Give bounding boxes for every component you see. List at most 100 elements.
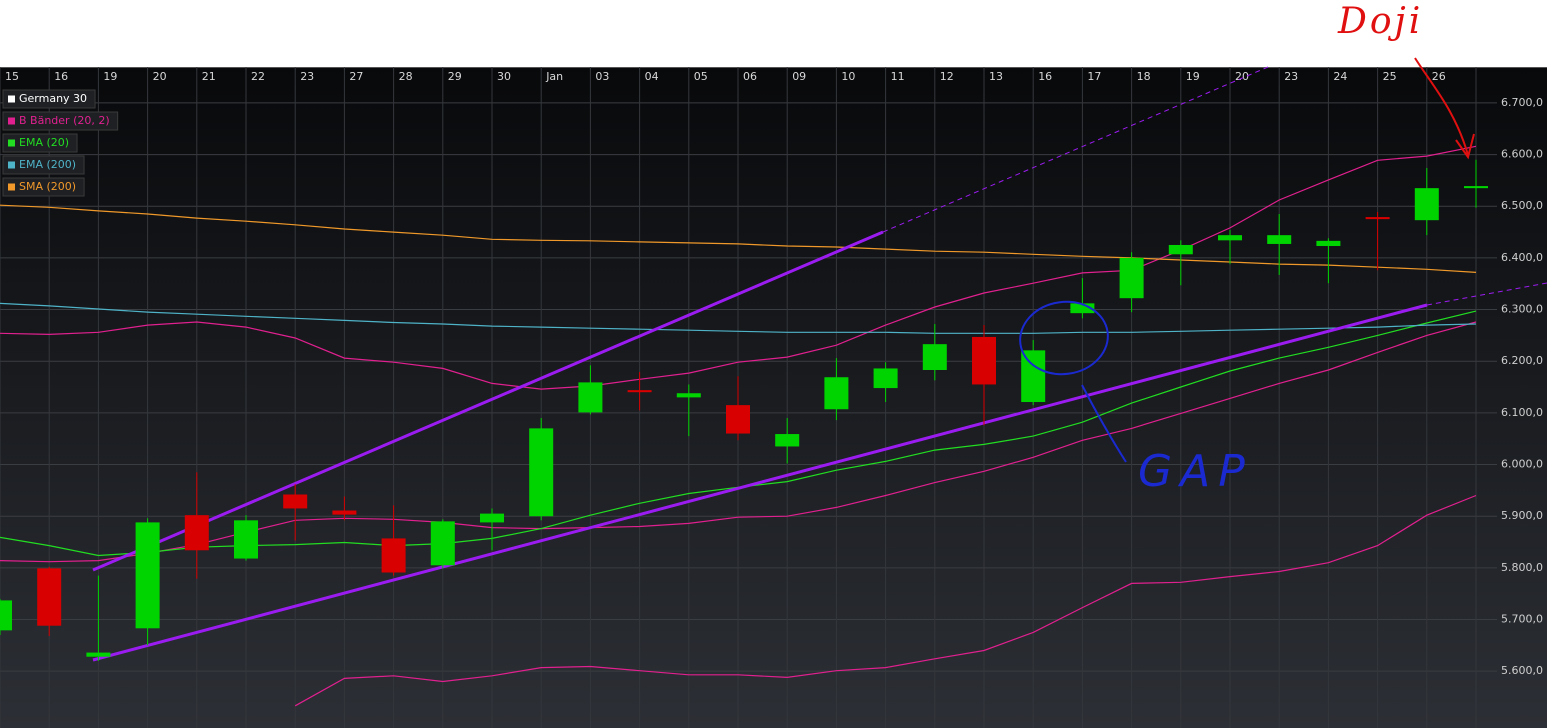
x-tick-label: 28	[399, 70, 413, 83]
x-tick-label: 09	[792, 70, 806, 83]
x-tick-label: 19	[103, 70, 117, 83]
x-tick-label: 26	[1432, 70, 1446, 83]
candle-body	[1021, 350, 1046, 403]
upper-trend-extension	[882, 66, 1269, 233]
upper-trend-line	[92, 230, 884, 572]
x-tick-label: 04	[645, 70, 659, 83]
x-tick-label: 27	[349, 70, 363, 83]
candle-body	[332, 510, 357, 515]
x-tick-label: 16	[1038, 70, 1052, 83]
legend-swatch	[8, 183, 15, 191]
x-tick-label: 24	[1333, 70, 1347, 83]
candle-body	[86, 652, 111, 657]
legend-swatch	[8, 161, 15, 169]
x-tick-label: 30	[497, 70, 511, 83]
gap-circle	[1019, 300, 1109, 376]
x-tick-label: 03	[595, 70, 609, 83]
y-tick-label: 6.500,0	[1501, 199, 1543, 212]
lower-trend-line	[92, 303, 1428, 662]
y-tick-label: 6.400,0	[1501, 251, 1543, 264]
x-tick-label: 11	[891, 70, 905, 83]
x-tick-label: 23	[300, 70, 314, 83]
candle-body	[775, 434, 800, 447]
legend-entry: SMA (200)	[2, 177, 85, 197]
x-tick-label: Jan	[545, 70, 563, 83]
indicator-line	[0, 145, 1477, 390]
y-tick-label: 5.600,0	[1501, 664, 1543, 677]
header-band	[0, 0, 1547, 67]
x-tick-label: 23	[1284, 70, 1298, 83]
legend-swatch	[8, 117, 15, 125]
candle-body	[1414, 188, 1439, 221]
x-tick-label: 20	[1235, 70, 1249, 83]
candle-body	[283, 494, 308, 509]
legend-label: EMA (200)	[19, 158, 76, 171]
legend-entry: EMA (200)	[2, 155, 85, 175]
legend-bg	[2, 111, 119, 131]
candle-body	[135, 522, 160, 629]
candle-body	[37, 568, 62, 626]
candle-body	[676, 393, 701, 398]
legend-bg	[2, 177, 85, 197]
candle-body	[430, 521, 455, 566]
y-tick-label: 6.000,0	[1501, 458, 1543, 471]
gap-pointer	[1081, 384, 1127, 463]
candle-body	[726, 405, 750, 434]
trend-lines	[92, 66, 1547, 662]
x-tick-label: 16	[54, 70, 68, 83]
legend-bg	[2, 89, 96, 109]
candle-body	[1365, 217, 1390, 220]
candle-body	[1267, 235, 1292, 244]
doji-arrow	[1414, 57, 1469, 156]
indicator-line	[0, 302, 1477, 334]
candle-body	[627, 390, 652, 393]
doji-arrow-head	[1455, 133, 1475, 160]
x-tick-label: 10	[841, 70, 855, 83]
y-tick-label: 5.900,0	[1501, 509, 1543, 522]
x-tick-label: 13	[989, 70, 1003, 83]
candle-body	[184, 515, 209, 551]
y-tick-label: 5.800,0	[1501, 561, 1543, 574]
legend-entry: EMA (20)	[2, 133, 78, 153]
x-tick-label: 21	[202, 70, 216, 83]
candle-body	[1168, 244, 1193, 255]
candle-body	[873, 368, 898, 389]
candle-body	[1070, 303, 1095, 314]
candles	[0, 159, 1488, 661]
x-tick-label: 15	[5, 70, 19, 83]
x-tick-label: 25	[1383, 70, 1397, 83]
candle-body	[824, 377, 849, 410]
legend-label: B Bänder (20, 2)	[19, 114, 110, 127]
lower-trend-extension	[1426, 282, 1547, 306]
x-tick-label: 29	[448, 70, 462, 83]
y-tick-label: 5.700,0	[1501, 613, 1543, 626]
x-tick-label: 17	[1087, 70, 1101, 83]
y-tick-label: 6.100,0	[1501, 406, 1543, 419]
x-tick-label: 06	[743, 70, 757, 83]
legend-label: Germany 30	[19, 92, 87, 105]
legend-swatch	[8, 139, 15, 147]
candle-body	[578, 382, 603, 413]
legend: Germany 30 B Bänder (20, 2) EMA (20) EMA (2…	[2, 89, 119, 197]
y-tick-label: 6.200,0	[1501, 354, 1543, 367]
legend-label: EMA (20)	[19, 136, 69, 149]
legend-entry: B Bänder (20, 2)	[2, 111, 119, 131]
candle-body	[480, 513, 504, 523]
doji-label: Doji	[1337, 1, 1423, 42]
candle-body	[1218, 235, 1242, 241]
y-tick-label: 6.600,0	[1501, 148, 1543, 161]
plot-background	[0, 67, 1547, 728]
annotations: Doji GAP	[1019, 1, 1475, 497]
x-tick-label: 22	[251, 70, 265, 83]
legend-bg	[2, 155, 85, 175]
x-tick-label: 18	[1137, 70, 1151, 83]
x-tick-label: 19	[1186, 70, 1200, 83]
candle-body	[972, 336, 996, 385]
candle-body	[922, 344, 947, 370]
legend-bg	[2, 133, 78, 153]
candle-body	[381, 538, 406, 573]
x-tick-label: 12	[940, 70, 954, 83]
legend-swatch	[8, 95, 15, 103]
